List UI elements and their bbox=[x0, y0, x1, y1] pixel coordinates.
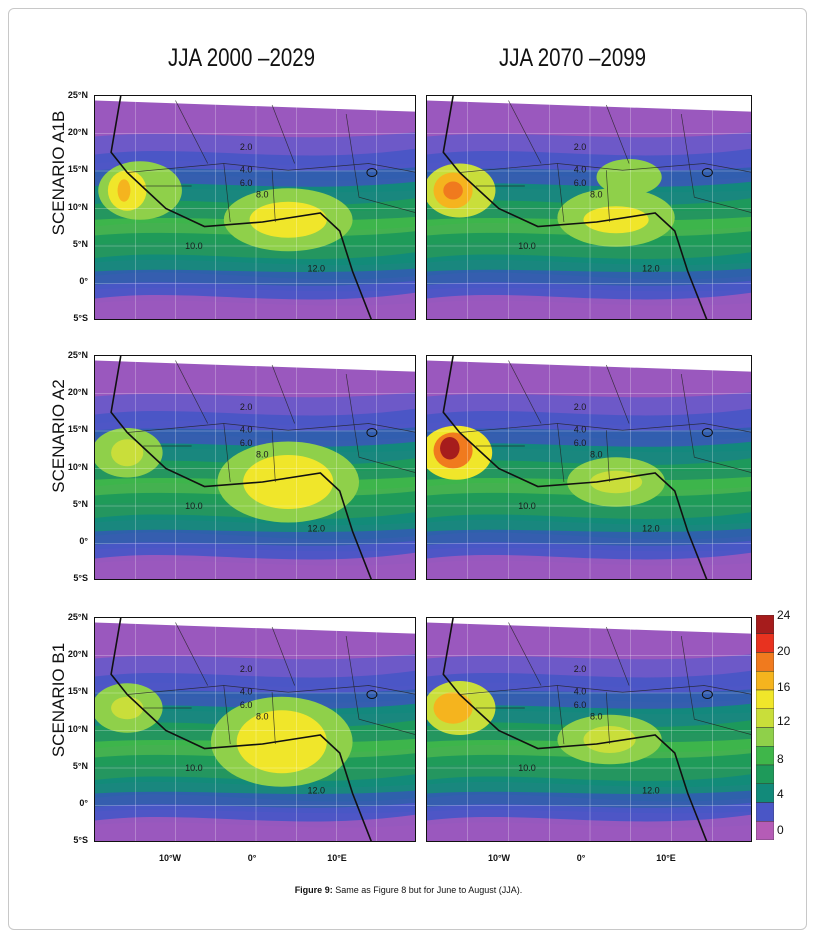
lat-label: 5°S bbox=[73, 313, 88, 324]
lat-label: 0° bbox=[79, 797, 88, 808]
colorbar-swatch bbox=[756, 821, 774, 840]
contour-label: 2.0 bbox=[574, 664, 587, 674]
lat-label: 10°N bbox=[67, 201, 88, 212]
colorbar-label-12: 12 bbox=[777, 714, 791, 728]
lat-label: 20°N bbox=[67, 387, 88, 398]
contour-label: 10.0 bbox=[518, 241, 536, 251]
lat-label: 5°N bbox=[72, 238, 88, 249]
lon-label-0-right: 0° bbox=[576, 853, 586, 863]
caption-label: Figure 9: bbox=[294, 885, 333, 895]
lon-label-0-left: 0° bbox=[247, 853, 257, 863]
map-panel-b1-late: 2.0 4.0 6.0 10.0 12.0 8.0 bbox=[426, 617, 752, 842]
lat-label: 15°N bbox=[67, 686, 88, 697]
contour-label: 6.0 bbox=[574, 700, 587, 710]
contour-label: 2.0 bbox=[240, 402, 253, 412]
contour-label: 8.0 bbox=[256, 449, 269, 459]
colorbar-swatch bbox=[756, 708, 774, 728]
colorbar-swatch bbox=[756, 652, 774, 672]
colorbar-label-4: 4 bbox=[777, 787, 784, 801]
lat-label: 10°N bbox=[67, 461, 88, 472]
contour-label: 4.0 bbox=[240, 165, 253, 175]
map-panel-a2-early: 2.0 4.0 6.0 10.0 12.0 8.0 bbox=[94, 355, 416, 580]
contour-label: 8.0 bbox=[256, 711, 269, 721]
contour-label: 12.0 bbox=[642, 524, 660, 534]
contour-label: 4.0 bbox=[240, 687, 253, 697]
contour-label: 10.0 bbox=[518, 763, 536, 773]
contour-label: 10.0 bbox=[185, 763, 203, 773]
colorbar-swatch bbox=[756, 746, 774, 766]
colorbar-swatch bbox=[756, 783, 774, 803]
figure-caption: Figure 9: Same as Figure 8 but for June … bbox=[0, 885, 817, 895]
lat-label: 5°N bbox=[72, 498, 88, 509]
lat-label: 10°N bbox=[67, 723, 88, 734]
contour-label: 6.0 bbox=[574, 438, 587, 448]
lat-label: 0° bbox=[79, 275, 88, 286]
contour-label: 6.0 bbox=[574, 178, 587, 188]
lat-label: 5°S bbox=[73, 573, 88, 584]
colorbar bbox=[756, 615, 774, 840]
contour-label: 8.0 bbox=[590, 711, 603, 721]
contour-label: 8.0 bbox=[256, 189, 269, 199]
contour-label: 10.0 bbox=[185, 241, 203, 251]
colorbar-swatch bbox=[756, 727, 774, 747]
contour-label: 2.0 bbox=[240, 664, 253, 674]
caption-text: Same as Figure 8 but for June to August … bbox=[332, 885, 523, 895]
lat-label: 25°N bbox=[67, 90, 88, 100]
contour-label: 6.0 bbox=[240, 438, 253, 448]
contour-label: 4.0 bbox=[574, 687, 587, 697]
colorbar-label-20: 20 bbox=[777, 644, 791, 658]
lat-label: 5°S bbox=[73, 835, 88, 846]
lat-label: 15°N bbox=[67, 424, 88, 435]
lon-label-10w-right: 10°W bbox=[487, 853, 511, 863]
contour-label: 8.0 bbox=[590, 189, 603, 199]
colorbar-swatch bbox=[756, 633, 774, 653]
map-panel-a2-late: 2.0 4.0 6.0 10.0 12.0 8.0 bbox=[426, 355, 752, 580]
lat-label: 20°N bbox=[67, 127, 88, 138]
column-title-early: JJA 2000 –2029 bbox=[168, 44, 316, 72]
colorbar-swatch bbox=[756, 671, 774, 691]
contour-label: 4.0 bbox=[574, 425, 587, 435]
contour-label: 6.0 bbox=[240, 700, 253, 710]
contour-label: 8.0 bbox=[590, 449, 603, 459]
colorbar-label-16: 16 bbox=[777, 680, 791, 694]
map-panel-a1b-late: 2.0 4.0 6.0 10.0 12.0 8.0 bbox=[426, 95, 752, 320]
lat-label: 25°N bbox=[67, 350, 88, 360]
column-title-late: JJA 2070 –2099 bbox=[499, 44, 647, 72]
lat-label: 0° bbox=[79, 535, 88, 546]
contour-label: 10.0 bbox=[185, 501, 203, 511]
contour-label: 10.0 bbox=[518, 501, 536, 511]
contour-label: 12.0 bbox=[642, 264, 660, 274]
colorbar-swatch bbox=[756, 802, 774, 822]
figure-frame bbox=[8, 8, 807, 930]
colorbar-label-8: 8 bbox=[777, 752, 784, 766]
contour-label: 2.0 bbox=[574, 402, 587, 412]
lat-label: 15°N bbox=[67, 164, 88, 175]
contour-label: 2.0 bbox=[240, 142, 253, 152]
colorbar-label-24: 24 bbox=[777, 608, 791, 622]
contour-label: 12.0 bbox=[308, 524, 326, 534]
contour-label: 2.0 bbox=[574, 142, 587, 152]
contour-label: 12.0 bbox=[642, 786, 660, 796]
lon-label-10e-left: 10°E bbox=[327, 853, 347, 863]
contour-label: 6.0 bbox=[240, 178, 253, 188]
lon-label-10e-right: 10°E bbox=[656, 853, 676, 863]
colorbar-swatch bbox=[756, 764, 774, 784]
map-panel-a1b-early: 2.0 4.0 6.0 10.0 12.0 8.0 bbox=[94, 95, 416, 320]
contour-label: 4.0 bbox=[574, 165, 587, 175]
lon-label-10w-left: 10°W bbox=[158, 853, 182, 863]
lat-label: 20°N bbox=[67, 649, 88, 660]
colorbar-swatch bbox=[756, 689, 774, 709]
lat-label: 5°N bbox=[72, 760, 88, 771]
contour-label: 12.0 bbox=[308, 264, 326, 274]
colorbar-label-0: 0 bbox=[777, 823, 784, 837]
contour-label: 4.0 bbox=[240, 425, 253, 435]
colorbar-swatch bbox=[756, 615, 774, 634]
map-panel-b1-early: 2.0 4.0 6.0 10.0 12.0 8.0 bbox=[94, 617, 416, 842]
lat-label: 25°N bbox=[67, 612, 88, 622]
contour-label: 12.0 bbox=[308, 786, 326, 796]
